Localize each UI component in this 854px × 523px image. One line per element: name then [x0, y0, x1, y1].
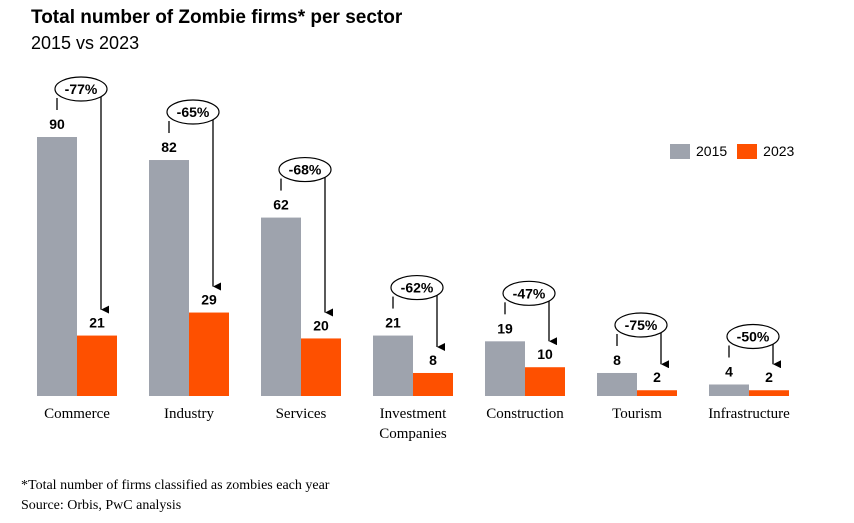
category-label-0-0: Commerce — [44, 406, 110, 422]
legend-label-2015: 2015 — [696, 143, 728, 159]
bar-2015-1 — [149, 160, 189, 396]
annotation-label-1: -65% — [177, 104, 210, 120]
legend-swatch-2015 — [670, 143, 690, 159]
annotation-ellipse-4 — [502, 280, 556, 306]
bar-2015-3 — [373, 335, 413, 396]
data-label-2023-4: 10 — [537, 346, 553, 362]
annotation-label-3: -62% — [401, 280, 434, 296]
data-label-2015-1: 82 — [161, 139, 177, 155]
bar-2015-0 — [37, 137, 77, 396]
bar-2023-6 — [749, 390, 789, 396]
bar-2015-5 — [597, 372, 637, 396]
bar-2023-3 — [413, 372, 453, 396]
bar-2015-4 — [485, 341, 525, 396]
data-label-2023-3: 8 — [429, 352, 437, 368]
chart-title: Total number of Zombie firms* per sector — [31, 7, 403, 28]
data-label-2015-2: 62 — [273, 197, 289, 213]
category-label-6-0: Infrastructure — [708, 406, 790, 422]
annotation-ellipse-0 — [54, 76, 108, 102]
bar-2015-6 — [709, 384, 749, 396]
data-label-2023-1: 29 — [201, 292, 217, 308]
category-label-5-0: Tourism — [612, 406, 662, 422]
legend-label-2023: 2023 — [763, 143, 795, 159]
data-label-2023-6: 2 — [765, 369, 773, 385]
annotation-ellipse-2 — [278, 156, 332, 183]
data-label-2015-5: 8 — [613, 352, 621, 368]
annotation-label-6: -50% — [737, 328, 770, 344]
bar-2023-5 — [637, 390, 677, 396]
data-label-2015-3: 21 — [385, 315, 401, 331]
annotation-label-0: -77% — [65, 81, 98, 97]
legend-swatch-2023 — [737, 143, 758, 159]
annotation-label-4: -47% — [513, 285, 546, 301]
data-label-2023-5: 2 — [653, 369, 661, 385]
source-note: Source: Orbis, PwC analysis — [21, 498, 182, 513]
data-label-2023-2: 20 — [313, 317, 329, 333]
data-label-2015-0: 90 — [49, 116, 65, 132]
annotation-label-2: -68% — [289, 162, 322, 178]
annotation-ellipse-1 — [166, 99, 220, 125]
category-label-3-1: Companies — [379, 426, 447, 442]
bar-2023-4 — [525, 367, 565, 396]
legend-item-2015: 2015 — [670, 143, 727, 159]
chart-subtitle: 2015 vs 2023 — [31, 33, 140, 53]
bar-2015-2 — [261, 217, 301, 396]
legend: 2015 2023 — [670, 143, 804, 159]
category-label-4-0: Construction — [486, 406, 564, 422]
data-label-2015-6: 4 — [725, 363, 733, 379]
annotation-ellipse-3 — [390, 274, 444, 301]
annotation-ellipse-5 — [614, 312, 668, 338]
bar-2023-1 — [189, 312, 229, 396]
data-label-2023-0: 21 — [89, 315, 105, 331]
legend-item-2023: 2023 — [737, 143, 794, 159]
footnote: *Total number of firms classified as zom… — [21, 478, 330, 493]
bar-2023-0 — [77, 335, 117, 396]
annotation-label-5: -75% — [625, 317, 658, 333]
category-label-2-0: Services — [276, 406, 327, 422]
category-label-3-0: Investment — [380, 406, 447, 422]
bar-2023-2 — [301, 338, 341, 396]
data-label-2015-4: 19 — [497, 320, 513, 336]
annotation-ellipse-6 — [726, 323, 780, 350]
category-label-1-0: Industry — [164, 406, 214, 422]
